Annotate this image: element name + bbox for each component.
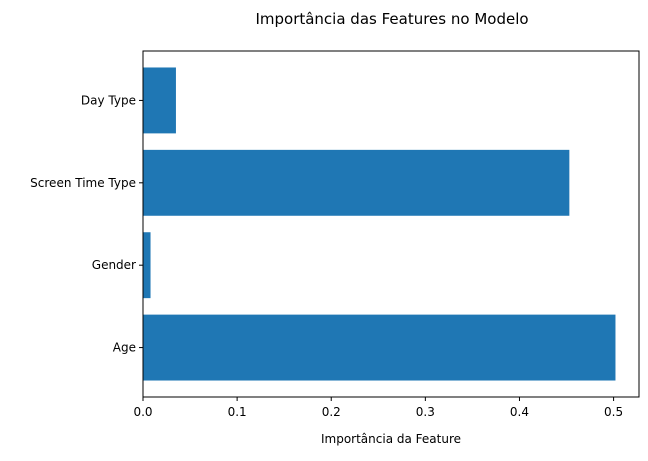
plot-frame (142, 50, 640, 398)
bars-group (143, 67, 616, 381)
x-tick-label: 0.3 (416, 405, 435, 419)
bar-screen-time-type (143, 149, 570, 216)
bar-day-type (143, 67, 176, 134)
y-tick-label: Age (113, 341, 136, 355)
chart-title: Importância das Features no Modelo (255, 10, 528, 28)
x-tick-label: 0.4 (510, 405, 529, 419)
y-tick-label: Day Type (81, 93, 136, 107)
x-axis-label: Importância da Feature (321, 432, 461, 446)
x-tick-label: 0.2 (322, 405, 341, 419)
bar-gender (143, 232, 151, 299)
y-tick-label: Gender (92, 258, 136, 272)
x-tick-label: 0.5 (604, 405, 623, 419)
x-tick-label: 0.0 (133, 405, 152, 419)
y-axis-ticks: Age Gender Screen Time Type Day Type (30, 93, 143, 355)
bar-age (143, 314, 616, 381)
x-axis-ticks: 0.0 0.1 0.2 0.3 0.4 0.5 (133, 397, 623, 419)
x-tick-label: 0.1 (228, 405, 247, 419)
y-tick-label: Screen Time Type (30, 176, 136, 190)
